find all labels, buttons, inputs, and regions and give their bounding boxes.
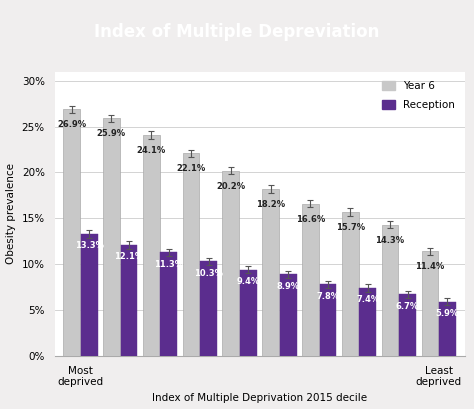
Text: 25.9%: 25.9%	[97, 129, 126, 138]
Bar	[399, 294, 416, 356]
Text: 26.9%: 26.9%	[57, 120, 86, 129]
Bar	[120, 245, 137, 356]
Text: 11.3%: 11.3%	[154, 260, 183, 269]
Text: 10.3%: 10.3%	[194, 269, 223, 278]
Text: 9.4%: 9.4%	[237, 277, 260, 286]
Text: 15.7%: 15.7%	[336, 223, 365, 232]
Bar	[439, 302, 456, 356]
Bar	[421, 251, 438, 356]
Text: 24.1%: 24.1%	[137, 146, 166, 155]
Text: 14.3%: 14.3%	[375, 236, 405, 245]
Bar	[143, 135, 160, 356]
Text: 11.4%: 11.4%	[415, 262, 445, 271]
Bar	[200, 261, 217, 356]
Bar	[359, 288, 376, 356]
Text: 12.1%: 12.1%	[114, 252, 144, 261]
Text: 18.2%: 18.2%	[256, 200, 285, 209]
Bar	[382, 225, 399, 356]
Text: 20.2%: 20.2%	[216, 182, 246, 191]
Bar	[182, 153, 200, 356]
Bar	[342, 212, 359, 356]
Bar	[63, 109, 80, 356]
Bar	[302, 204, 319, 356]
Text: 13.3%: 13.3%	[74, 241, 104, 250]
Text: 7.4%: 7.4%	[356, 295, 379, 304]
X-axis label: Index of Multiple Deprivation 2015 decile: Index of Multiple Deprivation 2015 decil…	[152, 393, 367, 403]
Bar	[240, 270, 257, 356]
Text: 16.6%: 16.6%	[296, 215, 325, 224]
Bar	[103, 118, 120, 356]
Text: Index of Multiple Depreviation: Index of Multiple Depreviation	[94, 22, 380, 41]
Legend: Year 6, Reception: Year 6, Reception	[378, 77, 459, 114]
Bar	[160, 252, 177, 356]
Y-axis label: Obesity prevalence: Obesity prevalence	[6, 163, 16, 264]
Bar	[280, 274, 297, 356]
Text: 7.8%: 7.8%	[317, 292, 339, 301]
Bar	[222, 171, 239, 356]
Text: 6.7%: 6.7%	[396, 302, 419, 311]
Text: 5.9%: 5.9%	[436, 309, 459, 318]
Bar	[81, 234, 98, 356]
Text: 8.9%: 8.9%	[277, 281, 300, 290]
Text: 22.1%: 22.1%	[176, 164, 206, 173]
Bar	[262, 189, 279, 356]
Bar	[319, 284, 337, 356]
